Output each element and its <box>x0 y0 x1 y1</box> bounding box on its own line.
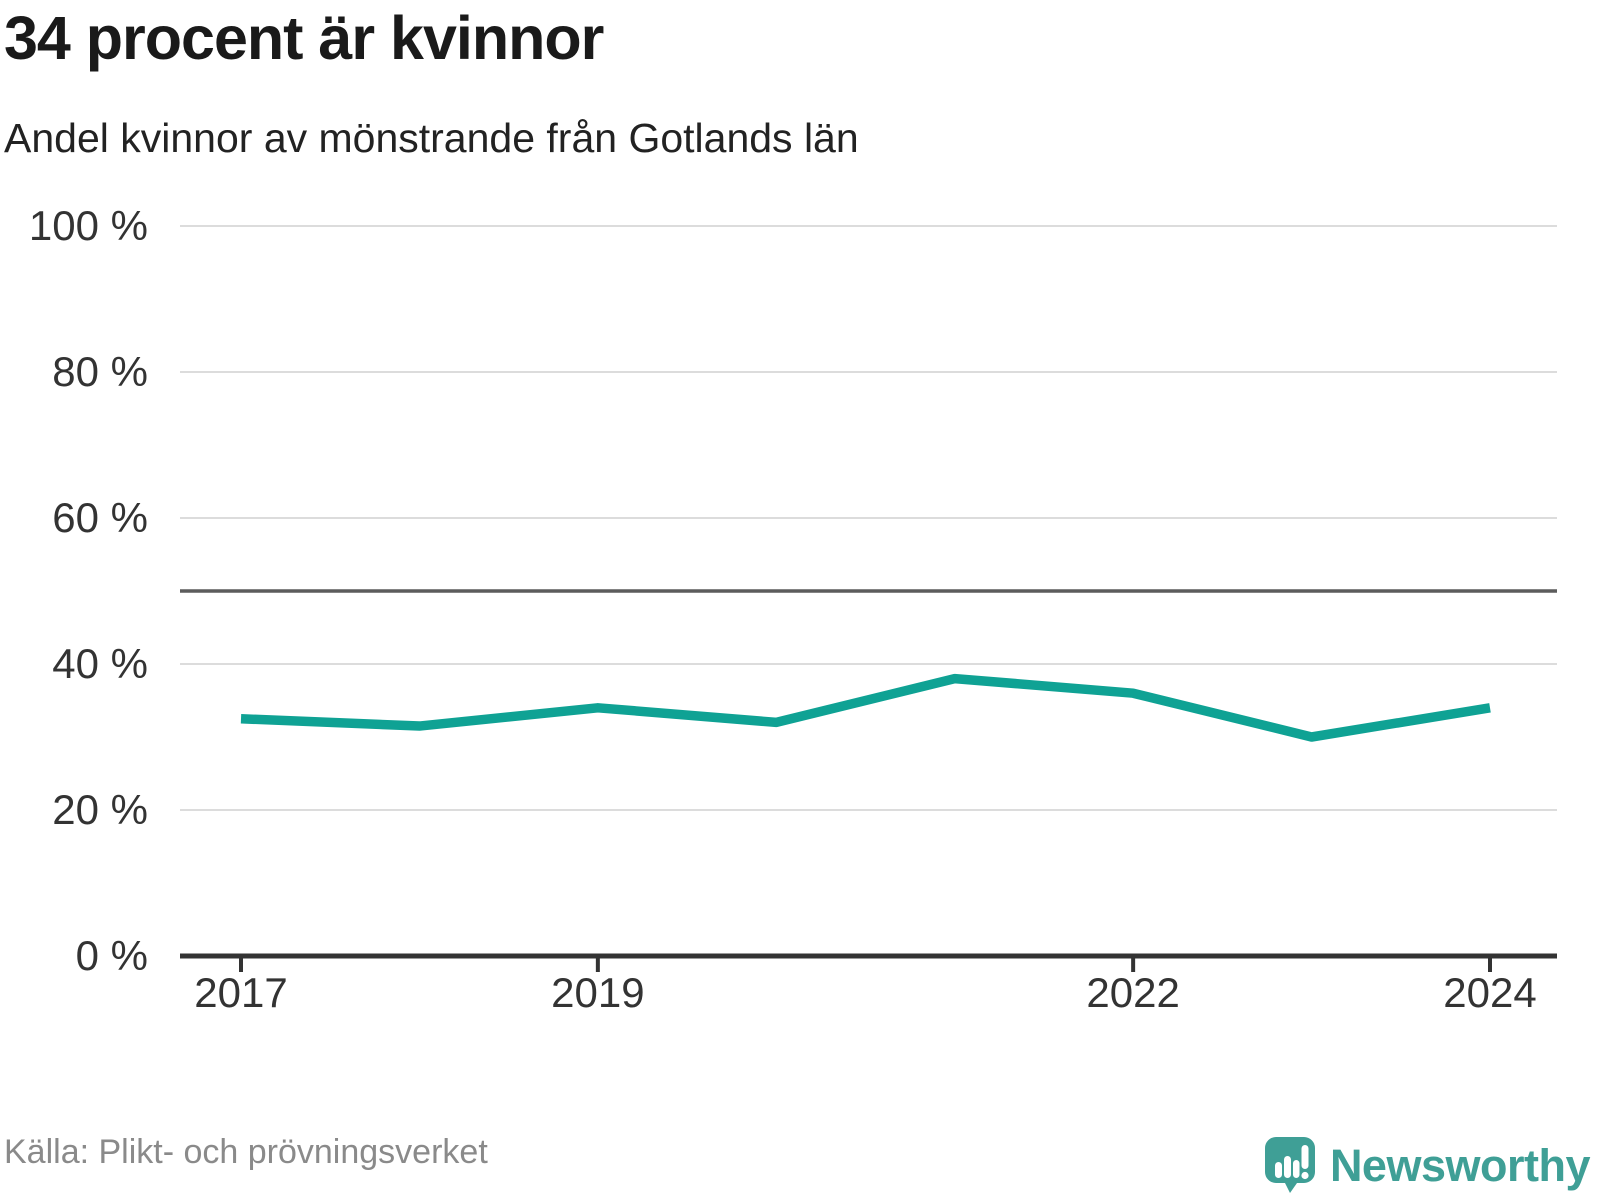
newsworthy-bubble-chart-icon <box>1264 1137 1315 1193</box>
newsworthy-logo[interactable]: Newsworthy <box>1264 1134 1591 1200</box>
y-axis-label-20: 20 % <box>52 786 148 833</box>
bar-chart-glyph <box>1274 1145 1309 1180</box>
x-axis-label-2024: 2024 <box>1443 969 1537 1016</box>
y-axis-label-100: 100 % <box>28 202 148 249</box>
y-axis-label-0: 0 % <box>75 932 148 979</box>
newsworthy-wordmark: Newsworthy <box>1329 1139 1591 1191</box>
x-axis-label-2022: 2022 <box>1086 969 1180 1016</box>
x-axis-label-2017: 2017 <box>194 969 288 1016</box>
data-line-series <box>240 673 1491 742</box>
y-axis-label-60: 60 % <box>52 494 148 541</box>
x-axis-label-2019: 2019 <box>551 969 645 1016</box>
chart-title: 34 procent är kvinnor <box>4 4 604 72</box>
y-axis-label-40: 40 % <box>52 640 148 687</box>
y-axis-label-80: 80 % <box>52 348 148 395</box>
source-note: Källa: Plikt- och prövningsverket <box>4 1133 488 1171</box>
chart-subtitle: Andel kvinnor av mönstrande från Gotland… <box>4 115 859 161</box>
